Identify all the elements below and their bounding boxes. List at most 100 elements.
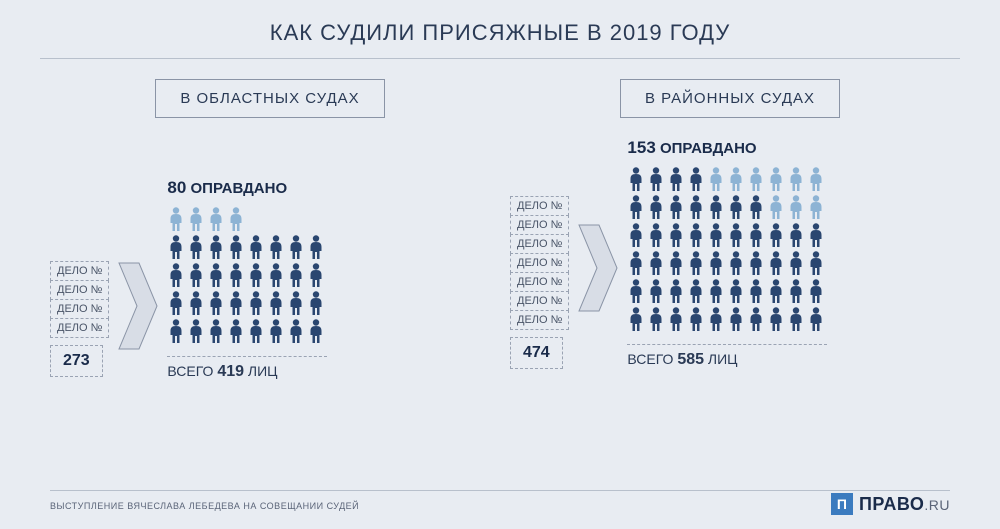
person-icon	[767, 278, 785, 304]
person-icon	[167, 234, 185, 260]
case-row: ДЕЛО №	[50, 261, 109, 281]
person-icon	[627, 306, 645, 332]
person-icon	[227, 290, 245, 316]
person-icon	[167, 262, 185, 288]
person-icon	[747, 166, 765, 192]
divider-bottom	[50, 490, 950, 491]
person-icon	[687, 278, 705, 304]
people-row	[627, 278, 825, 304]
person-icon	[767, 194, 785, 220]
person-icon	[267, 290, 285, 316]
person-icon	[687, 306, 705, 332]
person-icon	[187, 318, 205, 344]
person-icon	[207, 234, 225, 260]
case-row: ДЕЛО №	[510, 272, 569, 292]
person-icon	[647, 250, 665, 276]
person-icon	[807, 306, 825, 332]
person-icon	[647, 222, 665, 248]
logo-suffix: .RU	[924, 497, 950, 513]
cases-stack: ДЕЛО №ДЕЛО №ДЕЛО №ДЕЛО №ДЕЛО №ДЕЛО №ДЕЛО…	[510, 196, 569, 329]
cases-arrow-district: ДЕЛО №ДЕЛО №ДЕЛО №ДЕЛО №ДЕЛО №ДЕЛО №ДЕЛО…	[510, 196, 619, 369]
person-icon	[787, 250, 805, 276]
person-icon	[227, 234, 245, 260]
person-icon	[687, 194, 705, 220]
person-icon	[187, 234, 205, 260]
person-icon	[667, 222, 685, 248]
person-icon	[267, 234, 285, 260]
person-icon	[307, 262, 325, 288]
people-district: 153 ОПРАВДАНО	[627, 138, 827, 369]
people-grid	[167, 206, 325, 344]
arrow-wrap	[117, 261, 159, 351]
person-icon	[207, 206, 225, 232]
person-icon	[787, 222, 805, 248]
person-icon	[707, 250, 725, 276]
person-icon	[647, 278, 665, 304]
person-icon	[227, 262, 245, 288]
case-row: ДЕЛО №	[50, 280, 109, 300]
cases-total: 474	[510, 337, 563, 369]
case-row: ДЕЛО №	[510, 291, 569, 311]
case-row: ДЕЛО №	[510, 253, 569, 273]
acquitted-label: 153 ОПРАВДАНО	[627, 138, 756, 158]
person-icon	[307, 234, 325, 260]
person-icon	[807, 194, 825, 220]
case-row: ДЕЛО №	[510, 310, 569, 330]
person-icon	[687, 166, 705, 192]
people-regional: 80 ОПРАВДАНО	[167, 178, 327, 381]
header-district: В РАЙОННЫХ СУДАХ	[620, 79, 840, 118]
case-row: ДЕЛО №	[510, 215, 569, 235]
person-icon	[207, 262, 225, 288]
person-icon	[787, 278, 805, 304]
person-icon	[267, 262, 285, 288]
person-icon	[167, 318, 185, 344]
header-regional: В ОБЛАСТНЫХ СУДАХ	[155, 79, 384, 118]
cases-arrow-regional: ДЕЛО №ДЕЛО №ДЕЛО №ДЕЛО №273	[50, 261, 159, 381]
logo-brand: ПРАВО	[859, 494, 924, 514]
person-icon	[187, 206, 205, 232]
footer: ВЫСТУПЛЕНИЕ ВЯЧЕСЛАВА ЛЕБЕДЕВА НА СОВЕЩА…	[50, 490, 950, 511]
person-icon	[767, 222, 785, 248]
people-row	[167, 318, 325, 344]
person-icon	[167, 206, 185, 232]
person-icon	[767, 306, 785, 332]
person-icon	[627, 166, 645, 192]
person-icon	[247, 262, 265, 288]
person-icon	[627, 250, 645, 276]
person-icon	[187, 262, 205, 288]
person-icon	[727, 306, 745, 332]
cases-total: 273	[50, 345, 103, 377]
person-icon	[207, 318, 225, 344]
person-icon	[287, 234, 305, 260]
case-row: ДЕЛО №	[50, 299, 109, 319]
person-icon	[667, 250, 685, 276]
person-icon	[667, 306, 685, 332]
person-icon	[687, 250, 705, 276]
case-row: ДЕЛО №	[50, 318, 109, 338]
person-icon	[707, 194, 725, 220]
people-row	[167, 290, 325, 316]
logo-mark-icon: П	[831, 493, 853, 515]
footer-source: ВЫСТУПЛЕНИЕ ВЯЧЕСЛАВА ЛЕБЕДЕВА НА СОВЕЩА…	[50, 501, 950, 511]
person-icon	[647, 306, 665, 332]
people-row	[167, 262, 325, 288]
person-icon	[707, 306, 725, 332]
person-icon	[227, 318, 245, 344]
person-icon	[627, 194, 645, 220]
person-icon	[707, 222, 725, 248]
person-icon	[807, 222, 825, 248]
columns-wrap: В ОБЛАСТНЫХ СУДАХ ДЕЛО №ДЕЛО №ДЕЛО №ДЕЛО…	[0, 59, 1000, 381]
person-icon	[787, 194, 805, 220]
person-icon	[187, 290, 205, 316]
person-icon	[207, 290, 225, 316]
main-title: КАК СУДИЛИ ПРИСЯЖНЫЕ В 2019 ГОДУ	[0, 0, 1000, 58]
person-icon	[787, 166, 805, 192]
person-icon	[287, 290, 305, 316]
person-icon	[687, 222, 705, 248]
person-icon	[807, 250, 825, 276]
person-icon	[727, 222, 745, 248]
person-icon	[727, 194, 745, 220]
cases-stack: ДЕЛО №ДЕЛО №ДЕЛО №ДЕЛО №	[50, 261, 109, 337]
arrow-icon	[117, 261, 159, 351]
person-icon	[747, 222, 765, 248]
